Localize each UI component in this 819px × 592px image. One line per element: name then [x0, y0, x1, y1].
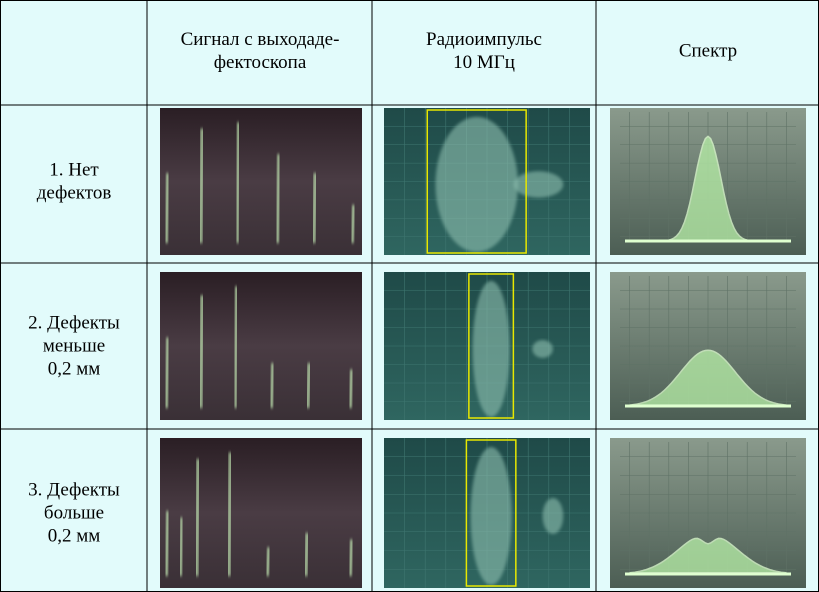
- header-label: фектоскопа: [214, 52, 307, 73]
- spike: [164, 337, 170, 409]
- row-label: дефектов: [37, 182, 112, 203]
- row-label: 2. Дефекты: [28, 312, 120, 333]
- spike: [305, 363, 311, 409]
- screen: [160, 108, 362, 255]
- spike: [350, 204, 356, 244]
- row-label: 3. Дефекты: [28, 479, 120, 500]
- row-label: меньше: [43, 335, 105, 356]
- spike: [235, 122, 241, 244]
- spike: [198, 295, 204, 409]
- echo: [513, 171, 564, 198]
- echo: [542, 498, 564, 534]
- pulse: [470, 447, 512, 585]
- spike: [348, 539, 354, 577]
- pulse-photo: [384, 438, 590, 588]
- spectrum: [629, 537, 787, 574]
- screen: [160, 272, 362, 420]
- spike: [265, 547, 271, 577]
- header-label: 10 МГц: [453, 52, 515, 73]
- header-label: Спектр: [679, 40, 737, 61]
- spike: [194, 458, 200, 577]
- spike: [164, 173, 170, 244]
- spike: [178, 517, 184, 577]
- pulse: [472, 280, 510, 418]
- signal-photo: [160, 438, 362, 588]
- spike: [198, 128, 204, 244]
- row-label: больше: [44, 502, 104, 523]
- spike: [275, 154, 281, 244]
- header-label: Сигнал с выходаде-: [181, 29, 340, 50]
- spectrum-photo: [610, 108, 806, 255]
- row-label: 0,2 мм: [48, 525, 101, 546]
- spike: [227, 452, 233, 577]
- row-label: 0,2 мм: [48, 358, 101, 379]
- spike: [303, 533, 309, 577]
- window: [465, 439, 517, 587]
- spike: [312, 173, 318, 244]
- window: [426, 109, 527, 254]
- spectrum-photo: [610, 438, 806, 588]
- spike: [269, 363, 275, 409]
- pulse-photo: [384, 272, 590, 420]
- spectrum-photo: [610, 272, 806, 420]
- pulse-photo: [384, 108, 590, 255]
- spike: [348, 369, 354, 409]
- pulse: [435, 116, 518, 253]
- spectrum: [629, 349, 787, 406]
- signal-photo: [160, 272, 362, 420]
- window: [468, 273, 515, 419]
- spike: [233, 286, 239, 409]
- header-label: Радиоимпульс: [426, 29, 542, 50]
- spike: [164, 510, 170, 577]
- screen: [160, 438, 362, 588]
- row-label: 1. Нет: [49, 159, 99, 180]
- echo: [532, 340, 553, 358]
- signal-photo: [160, 108, 362, 255]
